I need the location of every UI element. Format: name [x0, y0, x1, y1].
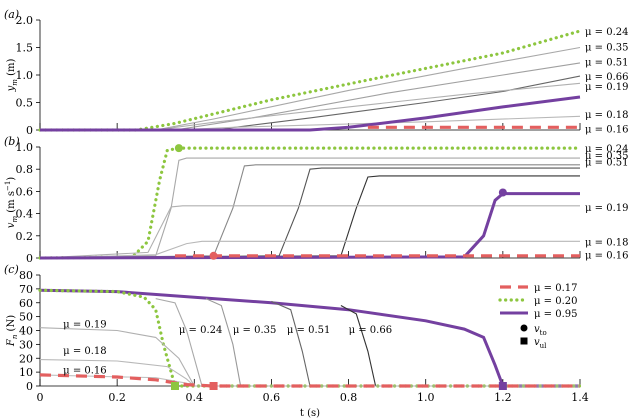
x-tick-label: 0 [37, 391, 44, 404]
marker-circle [498, 188, 507, 197]
series-line [39, 175, 580, 259]
y-tick-label: 0.6 [16, 185, 34, 198]
series-label: μ = 0.24 [179, 325, 223, 336]
y-tick-label: 10 [19, 366, 33, 379]
y-tick-label: 1.0 [16, 141, 34, 154]
legend-marker-circle [520, 324, 528, 332]
y-axis-label: Fn (N) [6, 315, 19, 347]
series-line [340, 305, 377, 387]
y-tick-label: 30 [19, 338, 33, 351]
series-label: μ = 0.35 [233, 325, 277, 336]
x-tick-label: 0.4 [186, 391, 204, 404]
series-label: μ = 0.19 [585, 203, 629, 214]
y-tick-label: 60 [19, 297, 33, 310]
series-line [39, 167, 580, 259]
series-label: μ = 0.66 [585, 72, 629, 83]
series-label: μ = 0.51 [287, 325, 331, 336]
series-label: μ = 0.16 [63, 365, 107, 376]
legend-marker-square [520, 337, 528, 345]
series-line [39, 288, 580, 388]
y-tick-label: 2.0 [16, 14, 34, 27]
y-tick-label: 0.5 [16, 97, 34, 110]
y-tick-label: 20 [19, 352, 33, 365]
series-label: μ = 0.16 [585, 251, 629, 262]
marker-circle [209, 251, 218, 260]
marker-circle [174, 144, 183, 153]
series-label: μ = 0.66 [349, 325, 393, 336]
y-tick-label: 1.5 [16, 42, 34, 55]
y-tick-label: 0.8 [16, 163, 34, 176]
series-label: μ = 0.24 [585, 144, 629, 155]
series-label: μ = 0.19 [585, 82, 629, 93]
legend-label: μ = 0.17 [534, 283, 578, 294]
series-line [40, 62, 581, 131]
series-label: μ = 0.18 [585, 237, 629, 248]
y-tick-label: 0.4 [16, 208, 34, 221]
series-label: μ = 0.16 [585, 124, 629, 135]
panel-label: (c) [4, 263, 19, 276]
y-tick-label: 80 [19, 269, 33, 282]
legend-label: μ = 0.20 [534, 296, 578, 307]
series-label: μ = 0.18 [585, 110, 629, 121]
series-label: μ = 0.24 [585, 27, 629, 38]
marker-square [498, 382, 507, 390]
series-line [205, 298, 242, 387]
series-line [39, 205, 580, 259]
x-axis-label: t (s) [300, 408, 320, 418]
y-tick-label: 70 [19, 283, 33, 296]
y-tick-label: 50 [19, 311, 33, 324]
series-label: μ = 0.51 [585, 157, 629, 168]
y-tick-label: 0 [26, 380, 33, 393]
y-tick-label: 0 [26, 252, 33, 265]
y-tick-label: 0 [26, 124, 33, 137]
y-tick-label: 40 [19, 325, 33, 338]
series-line [40, 75, 581, 131]
series-label: μ = 0.18 [63, 346, 107, 357]
series-label: μ = 0.35 [585, 42, 629, 53]
series-label: μ = 0.51 [585, 57, 629, 68]
series-label: μ = 0.19 [63, 320, 107, 331]
x-tick-label: 0.6 [263, 391, 281, 404]
series-line [40, 95, 581, 132]
marker-square [209, 382, 218, 390]
x-tick-label: 1.2 [494, 391, 512, 404]
x-tick-label: 0.8 [340, 391, 358, 404]
x-tick-label: 0.2 [108, 391, 126, 404]
series-line [39, 164, 580, 259]
series-line [39, 192, 580, 260]
series-line [39, 157, 580, 259]
legend-label: μ = 0.95 [534, 309, 578, 320]
y-tick-label: 0.2 [16, 230, 34, 243]
y-axis-label: ym (m) [6, 59, 19, 93]
x-tick-label: 1.0 [417, 391, 435, 404]
legend-marker-label: vul [534, 337, 547, 350]
series-label: μ = 0.35 [585, 151, 629, 162]
series-line [271, 300, 311, 387]
x-tick-label: 1.4 [571, 391, 589, 404]
series-line [155, 298, 203, 387]
y-axis-label: vm (m s−1) [4, 177, 19, 229]
series-line [39, 240, 580, 259]
panel-label: (b) [4, 135, 20, 148]
marker-square [171, 382, 179, 390]
panel-label: (a) [4, 8, 19, 21]
legend-marker-label: vto [534, 324, 547, 337]
series-line [38, 29, 582, 132]
series-line [39, 359, 195, 387]
y-tick-label: 1.0 [16, 69, 34, 82]
